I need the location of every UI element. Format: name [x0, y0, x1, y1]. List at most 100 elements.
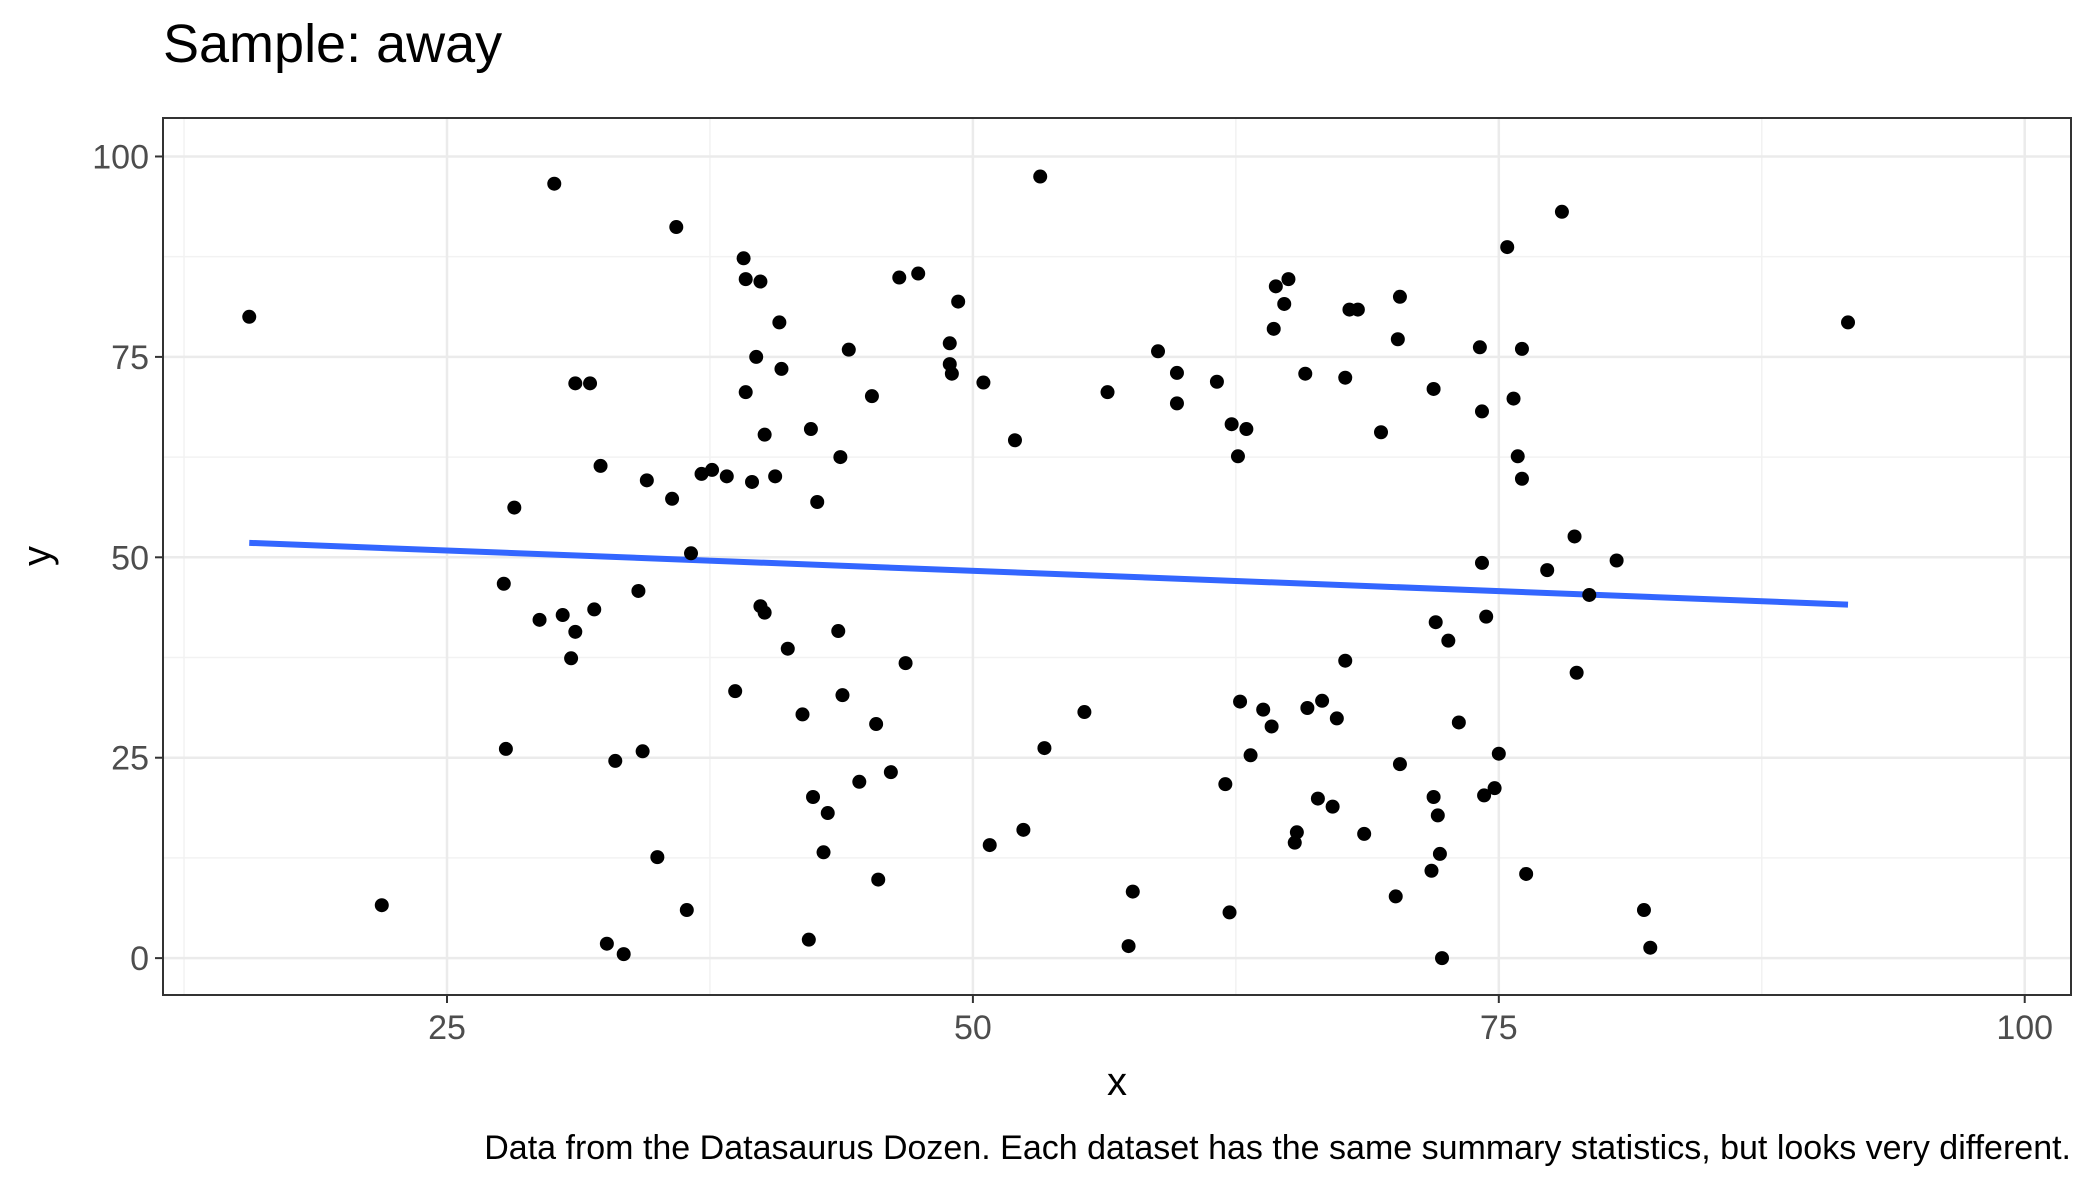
- data-point: [1441, 633, 1456, 648]
- data-point: [1125, 884, 1140, 899]
- data-point: [753, 274, 768, 289]
- data-point: [1392, 757, 1407, 772]
- x-tick-label: 100: [1996, 1009, 2053, 1047]
- data-point: [1388, 889, 1403, 904]
- chart-caption: Data from the Datasaurus Dozen. Each dat…: [484, 1129, 2071, 1167]
- data-point: [820, 806, 835, 821]
- data-point: [507, 500, 522, 515]
- data-point: [532, 612, 547, 627]
- data-point: [635, 744, 650, 759]
- data-point: [871, 872, 886, 887]
- data-point: [841, 342, 856, 357]
- data-point: [944, 366, 959, 381]
- data-point: [736, 251, 751, 266]
- data-point: [1390, 332, 1405, 347]
- data-point: [757, 605, 772, 620]
- data-point: [852, 774, 867, 789]
- data-point: [1479, 609, 1494, 624]
- data-point: [1643, 940, 1658, 955]
- x-tick-label: 75: [1480, 1009, 1518, 1047]
- data-point: [599, 936, 614, 951]
- data-point: [869, 717, 884, 732]
- data-point: [650, 850, 665, 865]
- data-point: [1392, 289, 1407, 304]
- data-point: [780, 641, 795, 656]
- data-point: [738, 385, 753, 400]
- x-tick-label: 25: [428, 1009, 466, 1047]
- data-point: [745, 474, 760, 489]
- data-point: [728, 684, 743, 699]
- data-point: [1500, 240, 1515, 255]
- data-point: [639, 473, 654, 488]
- data-point: [568, 624, 583, 639]
- data-point: [982, 838, 997, 853]
- data-point: [738, 272, 753, 287]
- data-point: [1338, 653, 1353, 668]
- data-point: [1506, 391, 1521, 406]
- data-point: [1264, 719, 1279, 734]
- data-point: [1582, 587, 1597, 602]
- data-points: [242, 169, 1856, 966]
- data-point: [835, 688, 850, 703]
- data-point: [1169, 365, 1184, 380]
- data-point: [1230, 449, 1245, 464]
- data-point: [679, 903, 694, 918]
- data-point: [942, 336, 957, 351]
- data-point: [1218, 777, 1233, 792]
- data-point: [1424, 863, 1439, 878]
- data-point: [587, 602, 602, 617]
- data-point: [568, 376, 583, 391]
- data-point: [1474, 404, 1489, 419]
- data-point: [772, 315, 787, 330]
- data-point: [608, 753, 623, 768]
- data-point: [1222, 905, 1237, 920]
- data-point: [1426, 789, 1441, 804]
- data-point: [1300, 701, 1315, 716]
- data-point: [831, 624, 846, 639]
- data-point: [795, 707, 810, 722]
- data-point: [555, 608, 570, 623]
- trend-line-layer: [249, 539, 1849, 608]
- data-point: [1510, 449, 1525, 464]
- data-point: [1121, 939, 1136, 954]
- data-point: [1357, 826, 1372, 841]
- data-point: [883, 765, 898, 780]
- major-gridlines: [163, 118, 2071, 995]
- data-point: [684, 546, 699, 561]
- data-point: [564, 651, 579, 666]
- data-point: [1289, 825, 1304, 840]
- data-point: [1451, 715, 1466, 730]
- data-point: [803, 422, 818, 437]
- data-point: [810, 494, 825, 509]
- data-point: [498, 741, 513, 756]
- data-point: [1474, 555, 1489, 570]
- y-axis-ticks: 0 25 50 75 100: [92, 138, 163, 978]
- data-point: [1256, 702, 1271, 717]
- data-point: [757, 427, 772, 442]
- data-point: [1569, 665, 1584, 680]
- data-point: [911, 266, 926, 281]
- y-tick-label: 100: [92, 138, 149, 176]
- data-point: [951, 294, 966, 309]
- data-point: [1266, 321, 1281, 336]
- data-point: [816, 845, 831, 860]
- y-tick-label: 25: [111, 740, 149, 778]
- data-point: [1239, 422, 1254, 437]
- data-point: [1151, 344, 1166, 359]
- data-point: [1287, 835, 1302, 850]
- data-point: [1540, 563, 1555, 578]
- data-point: [1477, 788, 1492, 803]
- data-point: [1554, 204, 1569, 219]
- data-point: [1281, 272, 1296, 287]
- y-tick-label: 75: [111, 339, 149, 377]
- data-point: [1514, 471, 1529, 486]
- data-point: [583, 376, 598, 391]
- data-point: [898, 656, 913, 671]
- data-point: [1209, 374, 1224, 389]
- data-point: [1298, 366, 1313, 381]
- data-point: [1350, 302, 1365, 317]
- data-point: [1426, 381, 1441, 396]
- data-point: [976, 375, 991, 390]
- chart-title: Sample: away: [163, 14, 502, 74]
